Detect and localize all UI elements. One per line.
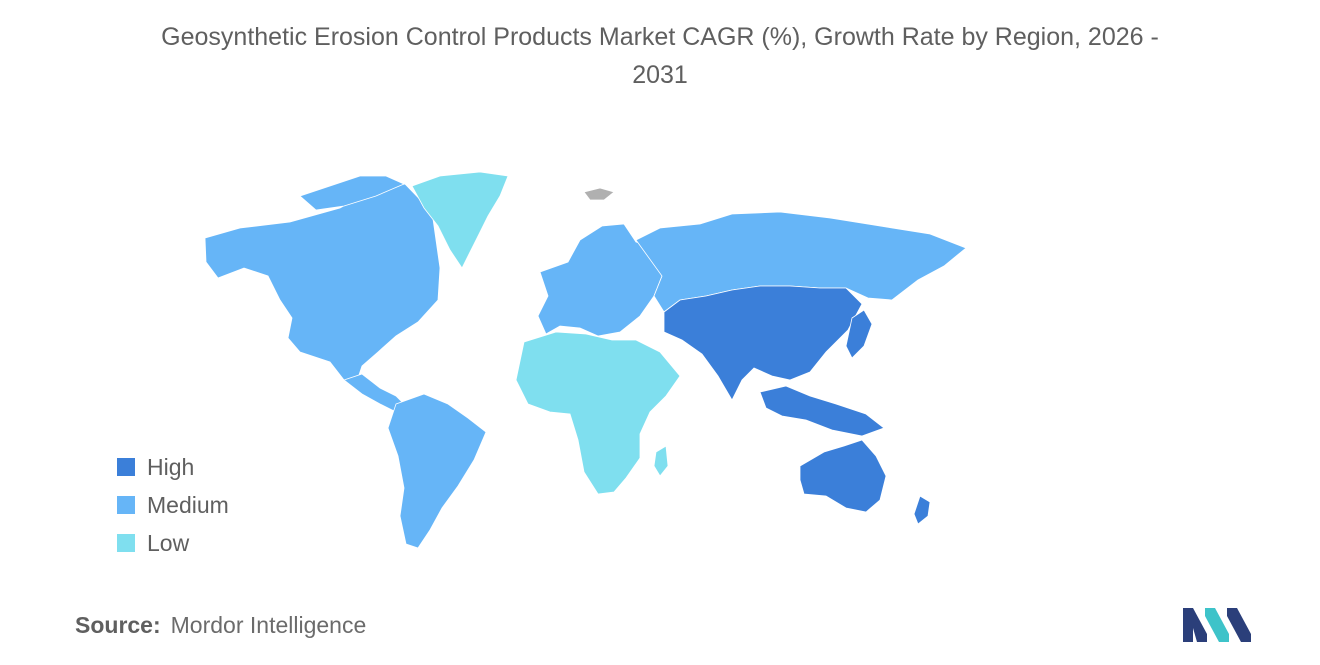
chart-title: Geosynthetic Erosion Control Products Ma… (0, 18, 1320, 94)
legend-item-high: High (117, 448, 229, 486)
region-australia (799, 439, 887, 513)
region-south-america (387, 393, 487, 549)
region-middle-east-africa (515, 331, 681, 495)
legend-swatch-low (117, 534, 135, 552)
logo-shape-left (1183, 608, 1207, 642)
region-new-zealand (913, 495, 931, 525)
logo-shape-right (1227, 608, 1251, 642)
legend-label-medium: Medium (147, 491, 229, 518)
legend-item-low: Low (117, 524, 229, 562)
region-greenland (411, 171, 509, 269)
region-north-america (204, 183, 441, 385)
region-north-america-islands (299, 175, 405, 211)
legend-swatch-high (117, 458, 135, 476)
source-label: Source: (75, 612, 161, 638)
source-credit: Source: Mordor Intelligence (75, 612, 366, 639)
region-svalbard (583, 187, 615, 201)
chart-title-line-2: 2031 (632, 61, 688, 89)
mordor-intelligence-logo-icon (1183, 608, 1251, 642)
region-southeast-asia (759, 385, 885, 437)
legend-swatch-medium (117, 496, 135, 514)
region-asia-pacific (663, 285, 863, 401)
legend: High Medium Low (117, 448, 229, 562)
region-madagascar (653, 445, 669, 477)
chart-title-line-1: Geosynthetic Erosion Control Products Ma… (161, 23, 1159, 51)
legend-item-medium: Medium (117, 486, 229, 524)
region-japan (845, 309, 873, 359)
source-value: Mordor Intelligence (170, 612, 367, 638)
legend-label-low: Low (147, 529, 190, 556)
legend-label-high: High (147, 453, 195, 480)
logo-shape-mid (1205, 608, 1229, 642)
region-europe (537, 223, 663, 337)
